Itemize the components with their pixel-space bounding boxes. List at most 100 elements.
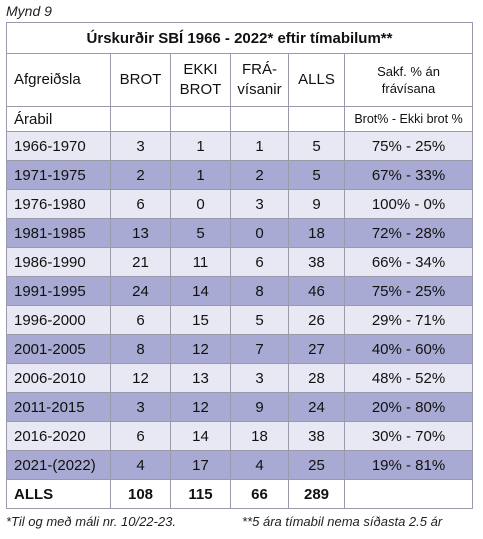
period-cell: 2021-(2022) bbox=[6, 450, 111, 480]
ekki-brot-cell: 0 bbox=[170, 189, 231, 219]
total-alls: 289 bbox=[288, 479, 345, 509]
period-cell: 1996-2000 bbox=[6, 305, 111, 335]
subheader-row: Árabil Brot% - Ekki brot % bbox=[6, 106, 474, 132]
total-fravisanir: 66 bbox=[230, 479, 289, 509]
table-row: 2016-2020 6 14 18 38 30% - 70% bbox=[6, 421, 474, 451]
brot-cell: 3 bbox=[110, 131, 171, 161]
fravisanir-cell: 6 bbox=[230, 247, 289, 277]
alls-cell: 38 bbox=[288, 247, 345, 277]
period-cell: 1971-1975 bbox=[6, 160, 111, 190]
subheader-percent: Brot% - Ekki brot % bbox=[343, 106, 474, 132]
header-ekki-brot-line1: EKKI bbox=[183, 61, 218, 78]
fravisanir-cell: 7 bbox=[230, 334, 289, 364]
brot-cell: 13 bbox=[110, 218, 171, 248]
header-alls: ALLS bbox=[288, 53, 345, 107]
figure-label: Mynd 9 bbox=[6, 3, 52, 19]
alls-cell: 26 bbox=[288, 305, 345, 335]
percent-cell: 67% - 33% bbox=[343, 160, 474, 190]
fravisanir-cell: 18 bbox=[230, 421, 289, 451]
brot-cell: 24 bbox=[110, 276, 171, 306]
header-fravisanir: FRÁ- vísanir bbox=[230, 53, 289, 107]
brot-cell: 6 bbox=[110, 189, 171, 219]
percent-cell: 48% - 52% bbox=[343, 363, 474, 393]
brot-cell: 12 bbox=[110, 363, 171, 393]
rulings-table: Úrskurðir SBÍ 1966 - 2022* eftir tímabil… bbox=[5, 22, 474, 509]
total-ekki-brot: 115 bbox=[170, 479, 231, 509]
period-cell: 1986-1990 bbox=[6, 247, 111, 277]
table-row: 2021-(2022) 4 17 4 25 19% - 81% bbox=[6, 450, 474, 480]
table-row: 2001-2005 8 12 7 27 40% - 60% bbox=[6, 334, 474, 364]
period-cell: 1991-1995 bbox=[6, 276, 111, 306]
alls-cell: 9 bbox=[288, 189, 345, 219]
ekki-brot-cell: 5 bbox=[170, 218, 231, 248]
table-row: 1971-1975 2 1 2 5 67% - 33% bbox=[6, 160, 474, 190]
percent-cell: 72% - 28% bbox=[343, 218, 474, 248]
alls-cell: 25 bbox=[288, 450, 345, 480]
ekki-brot-cell: 1 bbox=[170, 131, 231, 161]
alls-cell: 24 bbox=[288, 392, 345, 422]
percent-cell: 29% - 71% bbox=[343, 305, 474, 335]
percent-cell: 40% - 60% bbox=[343, 334, 474, 364]
header-row: Afgreiðsla BROT EKKI BROT FRÁ- vísanir A… bbox=[6, 53, 474, 107]
period-cell: 1966-1970 bbox=[6, 131, 111, 161]
subheader-empty bbox=[110, 106, 171, 132]
period-cell: 2016-2020 bbox=[6, 421, 111, 451]
table-row: 1996-2000 6 15 5 26 29% - 71% bbox=[6, 305, 474, 335]
header-brot: BROT bbox=[110, 53, 171, 107]
ekki-brot-cell: 11 bbox=[170, 247, 231, 277]
header-percent-line1: Sakf. % án bbox=[377, 64, 440, 79]
period-cell: 1981-1985 bbox=[6, 218, 111, 248]
ekki-brot-cell: 14 bbox=[170, 421, 231, 451]
table-row: 1966-1970 3 1 1 5 75% - 25% bbox=[6, 131, 474, 161]
fravisanir-cell: 2 bbox=[230, 160, 289, 190]
header-ekki-brot: EKKI BROT bbox=[170, 53, 231, 107]
footnote-1: *Til og með máli nr. 10/22-23. bbox=[6, 514, 176, 529]
ekki-brot-cell: 12 bbox=[170, 392, 231, 422]
totals-row: ALLS 108 115 66 289 bbox=[6, 479, 474, 509]
percent-cell: 30% - 70% bbox=[343, 421, 474, 451]
ekki-brot-cell: 1 bbox=[170, 160, 231, 190]
period-cell: 1976-1980 bbox=[6, 189, 111, 219]
percent-cell: 19% - 81% bbox=[343, 450, 474, 480]
ekki-brot-cell: 17 bbox=[170, 450, 231, 480]
total-brot: 108 bbox=[110, 479, 171, 509]
percent-cell: 75% - 25% bbox=[343, 131, 474, 161]
table-title-row: Úrskurðir SBÍ 1966 - 2022* eftir tímabil… bbox=[5, 22, 474, 54]
ekki-brot-cell: 14 bbox=[170, 276, 231, 306]
header-afgreidsla: Afgreiðsla bbox=[6, 53, 111, 107]
footnote-2: **5 ára tímabil nema síðasta 2.5 ár bbox=[242, 514, 443, 529]
total-percent-empty bbox=[343, 479, 474, 509]
alls-cell: 38 bbox=[288, 421, 345, 451]
fravisanir-cell: 3 bbox=[230, 189, 289, 219]
subheader-empty bbox=[170, 106, 231, 132]
header-fravisanir-line2: vísanir bbox=[237, 81, 282, 98]
header-fravisanir-line1: FRÁ- bbox=[242, 61, 277, 78]
table-row: 2011-2015 3 12 9 24 20% - 80% bbox=[6, 392, 474, 422]
ekki-brot-cell: 12 bbox=[170, 334, 231, 364]
brot-cell: 2 bbox=[110, 160, 171, 190]
ekki-brot-cell: 15 bbox=[170, 305, 231, 335]
period-cell: 2006-2010 bbox=[6, 363, 111, 393]
alls-cell: 5 bbox=[288, 131, 345, 161]
fravisanir-cell: 8 bbox=[230, 276, 289, 306]
brot-cell: 4 bbox=[110, 450, 171, 480]
header-ekki-brot-line2: BROT bbox=[179, 81, 222, 98]
header-percent: Sakf. % án frávísana bbox=[343, 53, 474, 107]
table-row: 2006-2010 12 13 3 28 48% - 52% bbox=[6, 363, 474, 393]
percent-cell: 75% - 25% bbox=[343, 276, 474, 306]
brot-cell: 6 bbox=[110, 421, 171, 451]
period-cell: 2011-2015 bbox=[6, 392, 111, 422]
fravisanir-cell: 5 bbox=[230, 305, 289, 335]
percent-cell: 100% - 0% bbox=[343, 189, 474, 219]
percent-cell: 66% - 34% bbox=[343, 247, 474, 277]
fravisanir-cell: 3 bbox=[230, 363, 289, 393]
brot-cell: 3 bbox=[110, 392, 171, 422]
table-title: Úrskurðir SBÍ 1966 - 2022* eftir tímabil… bbox=[5, 22, 474, 54]
footnotes: *Til og með máli nr. 10/22-23. **5 ára t… bbox=[6, 514, 480, 529]
brot-cell: 8 bbox=[110, 334, 171, 364]
alls-cell: 5 bbox=[288, 160, 345, 190]
brot-cell: 6 bbox=[110, 305, 171, 335]
fravisanir-cell: 1 bbox=[230, 131, 289, 161]
alls-cell: 27 bbox=[288, 334, 345, 364]
alls-cell: 46 bbox=[288, 276, 345, 306]
